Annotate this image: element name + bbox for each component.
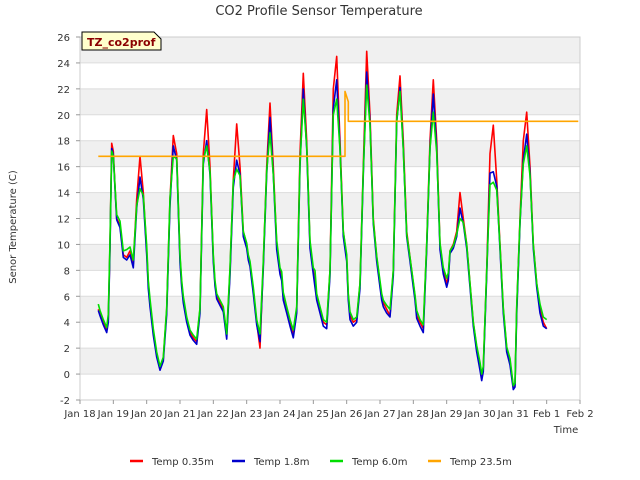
plot-lines — [97, 50, 579, 391]
y-tick-label: 24 — [57, 59, 70, 70]
x-tick-label: Jan 27 — [363, 409, 395, 420]
y-tick-label: 10 — [57, 240, 70, 251]
x-axis-label: Time — [553, 425, 578, 436]
site-label: TZ_co2prof — [87, 36, 156, 49]
series-line-temp-6-0m — [97, 84, 548, 387]
site-label-box: TZ_co2prof — [81, 31, 162, 51]
y-tick-label: 26 — [57, 33, 70, 44]
legend-label: Temp 6.0m — [351, 457, 407, 468]
y-axis-label: Senor Temperature (C) — [8, 170, 19, 284]
x-tick-label: Jan 23 — [230, 409, 262, 420]
y-tick-label: 18 — [57, 137, 70, 148]
y-tick-label: -2 — [60, 396, 70, 407]
y-tick-label: 14 — [57, 189, 70, 200]
x-tick-label: Jan 31 — [497, 409, 529, 420]
x-tick-label: Jan 20 — [130, 409, 162, 420]
x-tick-label: Jan 30 — [463, 409, 495, 420]
plot-background — [79, 36, 581, 401]
x-tick-label: Jan 28 — [397, 409, 429, 420]
y-tick-label: 20 — [57, 111, 70, 122]
x-tick-label: Jan 19 — [97, 409, 129, 420]
grid-band — [80, 348, 580, 375]
chart-title: CO2 Profile Sensor Temperature — [215, 4, 422, 19]
y-tick-label: 4 — [64, 318, 70, 329]
grid-band — [80, 37, 580, 63]
legend: Temp 0.35m Temp 1.8m Temp 6.0m Temp 23.5m — [130, 457, 512, 468]
y-tick-label: 8 — [64, 266, 70, 277]
y-tick-label: 16 — [57, 163, 70, 174]
legend-label: Temp 1.8m — [253, 457, 309, 468]
grid-band — [80, 140, 580, 167]
x-axis: Jan 18 Jan 19 Jan 20 Jan 21 Jan 22 Jan 23 Jan … — [63, 400, 594, 420]
legend-label: Temp 0.35m — [151, 457, 214, 468]
x-tick-label: Feb 1 — [533, 409, 560, 420]
site-label-background — [81, 31, 162, 51]
x-tick-label: Jan 26 — [330, 409, 362, 420]
legend-label: Temp 23.5m — [449, 457, 512, 468]
x-tick-label: Jan 21 — [163, 409, 195, 420]
y-tick-label: 12 — [57, 215, 70, 226]
grid-band — [80, 296, 580, 323]
y-tick-label: 6 — [64, 292, 70, 303]
grid-band — [80, 192, 580, 219]
y-tick-label: 2 — [64, 344, 70, 355]
y-tick-label: 0 — [64, 370, 70, 381]
x-tick-label: Feb 2 — [566, 409, 593, 420]
x-tick-label: Jan 24 — [263, 409, 295, 420]
x-tick-label: Jan 25 — [297, 409, 329, 420]
series-line-temp-23-5m — [98, 90, 579, 158]
x-tick-label: Jan 22 — [197, 409, 229, 420]
x-tick-label: Jan 18 — [63, 409, 95, 420]
x-tick-label: Jan 29 — [430, 409, 462, 420]
y-tick-label: 22 — [57, 85, 70, 96]
grid-band — [80, 88, 580, 115]
